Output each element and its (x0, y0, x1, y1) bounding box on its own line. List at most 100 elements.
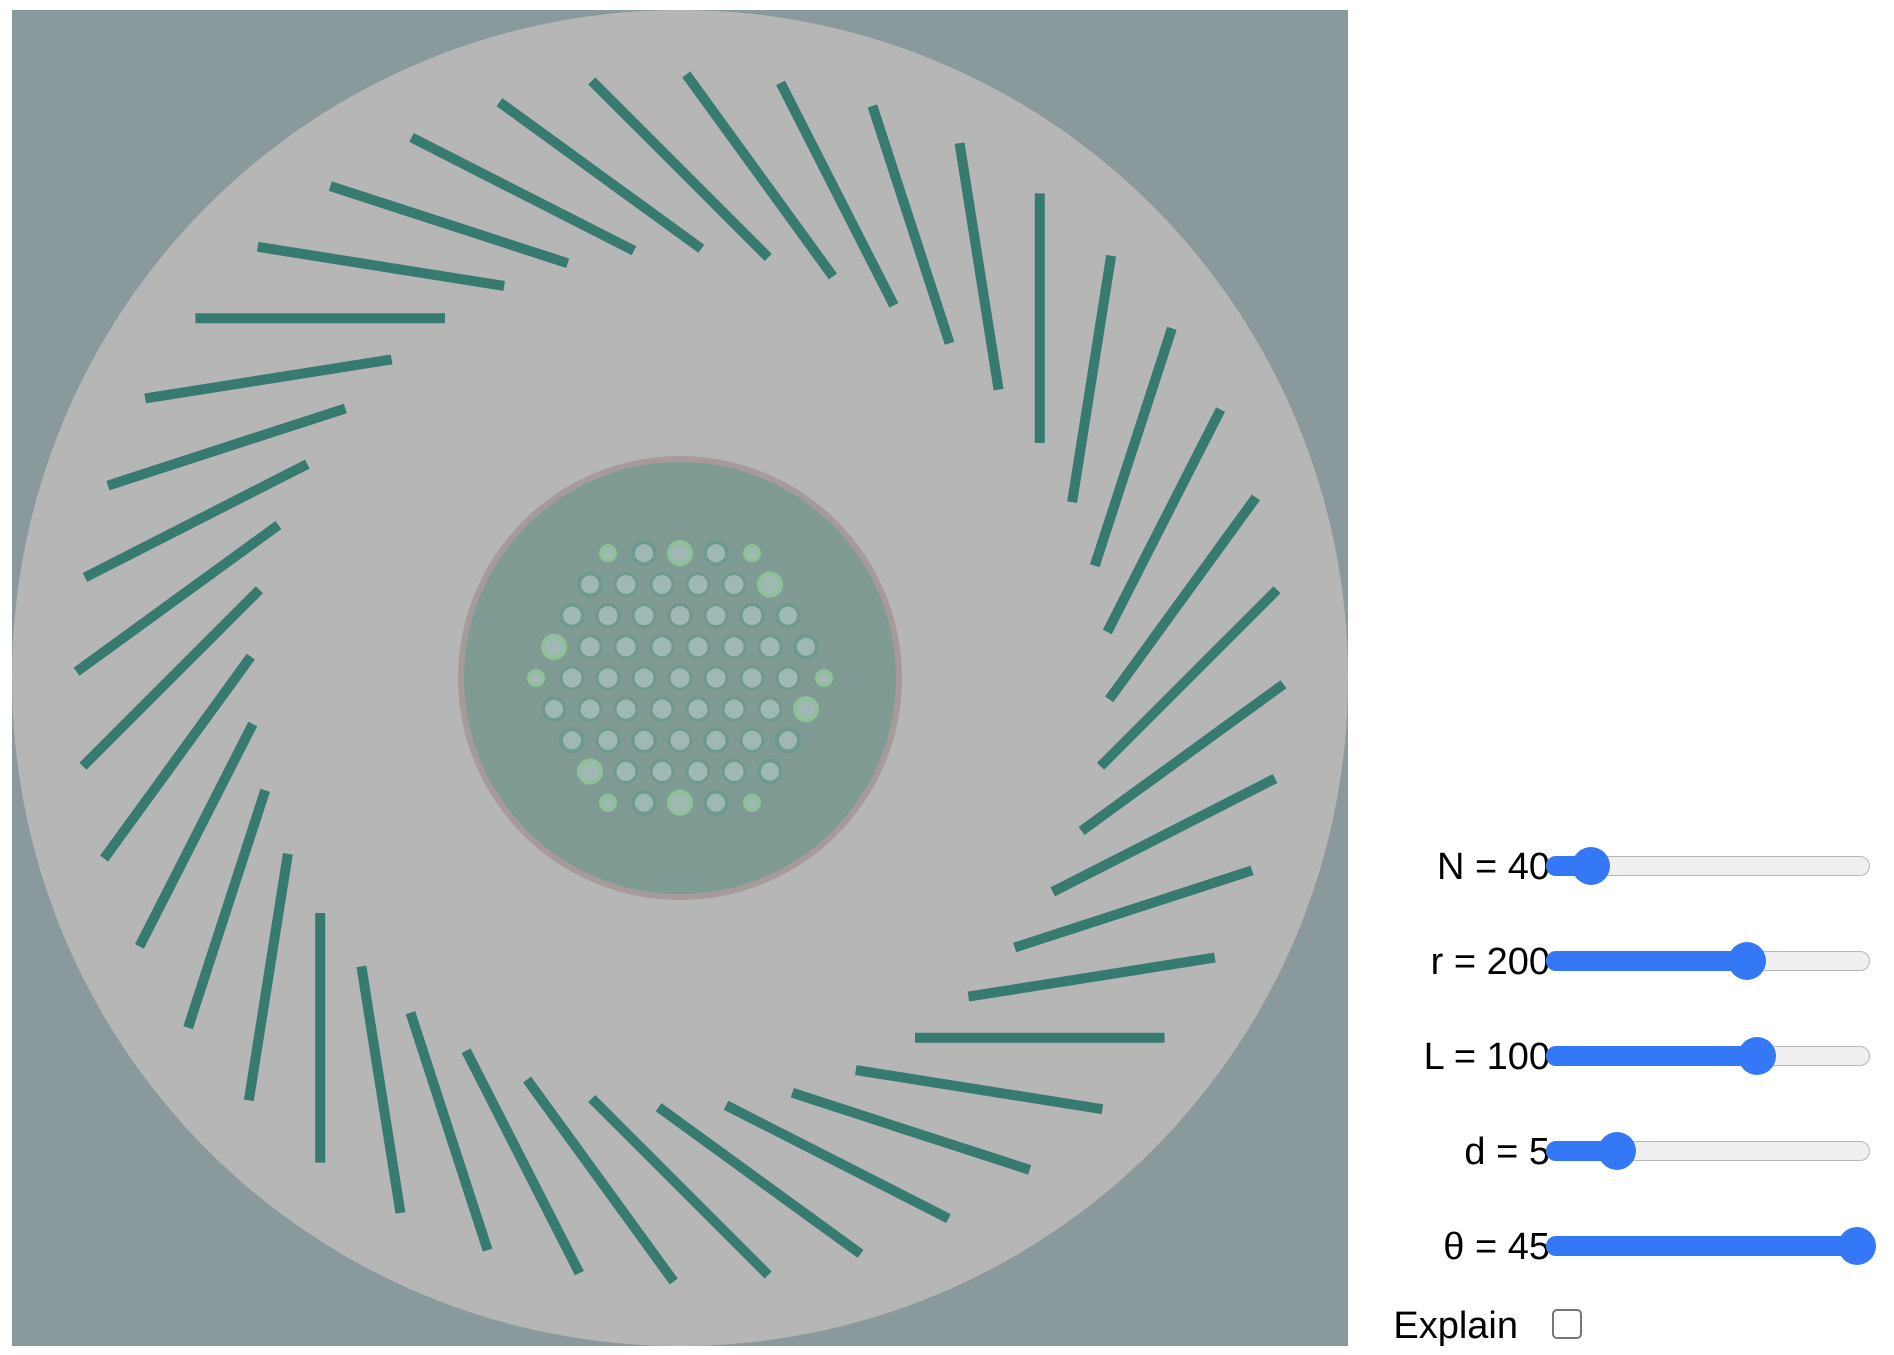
dot-43 (559, 727, 585, 754)
bar-0 (588, 77, 772, 261)
explain-checkbox[interactable] (1552, 1309, 1582, 1339)
bar-7 (1090, 326, 1177, 568)
bar-24 (356, 965, 406, 1214)
r-slider[interactable] (1546, 942, 1870, 980)
dot-8 (685, 571, 711, 597)
bar-4 (954, 142, 1004, 391)
bar-34 (144, 354, 393, 404)
dot-9 (721, 571, 747, 597)
dot-42 (793, 696, 819, 723)
dot-11 (559, 602, 585, 629)
dot-32 (739, 665, 765, 691)
controls-panel: N = 40 r = 200 L = 100 d = 5 θ = 45 (1370, 0, 1880, 1348)
dot-27 (559, 665, 585, 691)
theta-slider[interactable] (1546, 1227, 1877, 1265)
dot-35 (541, 696, 567, 723)
bar-27 (183, 788, 270, 1030)
dot-10 (757, 571, 783, 598)
bar-28 (134, 721, 258, 949)
l-slider[interactable] (1546, 1037, 1870, 1075)
bar-20 (588, 1095, 772, 1279)
slider-thumb[interactable] (1598, 1132, 1637, 1170)
dot-23 (721, 634, 747, 660)
dot-45 (631, 727, 657, 753)
dot-41 (757, 696, 783, 722)
bar-30 (79, 586, 263, 770)
slider-thumb[interactable] (1838, 1227, 1877, 1265)
dot-22 (685, 634, 711, 660)
bar-32 (82, 459, 310, 582)
slider-thumb[interactable] (1727, 942, 1766, 980)
bar-2 (776, 80, 899, 308)
n-label: N = 40 (1436, 846, 1550, 888)
bar-39 (496, 98, 705, 253)
bar-3 (867, 104, 955, 345)
bar-23 (405, 1011, 493, 1252)
dot-29 (631, 665, 657, 691)
n-slider[interactable] (1546, 847, 1870, 885)
dot-30 (667, 665, 693, 691)
dot-55 (757, 758, 783, 785)
dot-13 (631, 603, 657, 629)
slider-fill (1546, 1046, 1757, 1066)
slider-thumb[interactable] (1737, 1037, 1776, 1075)
dot-38 (649, 696, 675, 722)
bar-31 (73, 521, 282, 676)
dot-49 (775, 727, 801, 754)
dot-33 (775, 665, 801, 691)
dot-26 (527, 669, 545, 687)
dot-24 (757, 634, 783, 660)
dot-28 (595, 665, 621, 691)
bar-19 (655, 1103, 864, 1258)
l-label: L = 100 (1423, 1036, 1550, 1078)
bar-1 (682, 71, 837, 280)
bar-10 (1097, 586, 1281, 770)
bar-8 (1102, 407, 1226, 635)
center-dot-pattern (527, 540, 833, 816)
dot-12 (595, 603, 621, 629)
bar-16 (855, 1065, 1104, 1115)
dot-50 (577, 758, 603, 785)
d-label: d = 5 (1464, 1131, 1550, 1173)
dot-19 (577, 634, 603, 660)
slider-thumb[interactable] (1572, 847, 1611, 885)
slider-fill (1546, 1236, 1858, 1256)
dot-16 (739, 603, 765, 629)
illusion-canvas (12, 10, 1348, 1346)
bar-18 (723, 1100, 951, 1224)
explain-label: Explain (1393, 1305, 1518, 1347)
dot-46 (667, 727, 693, 753)
dot-59 (703, 789, 729, 816)
dot-3 (703, 540, 729, 567)
rotated-bars-ring (73, 71, 1287, 1285)
dot-25 (793, 633, 819, 660)
dot-31 (703, 665, 729, 691)
dot-5 (577, 571, 603, 598)
dot-54 (721, 759, 747, 785)
dot-36 (577, 696, 603, 722)
d-slider[interactable] (1546, 1132, 1870, 1170)
control-theta: θ = 45 (1370, 1220, 1877, 1270)
theta-label: θ = 45 (1443, 1226, 1550, 1268)
bar-36 (256, 241, 505, 291)
bar-33 (106, 403, 347, 491)
bar-12 (1050, 774, 1278, 897)
bar-29 (100, 653, 255, 862)
dot-34 (815, 669, 833, 687)
bar-22 (461, 1048, 584, 1276)
dot-52 (649, 759, 675, 785)
r-label: r = 200 (1430, 941, 1550, 983)
bar-9 (1105, 494, 1260, 703)
dot-20 (613, 634, 639, 660)
dot-39 (685, 696, 711, 722)
dot-58 (667, 789, 693, 816)
bar-6 (1067, 254, 1117, 503)
dot-56 (599, 793, 617, 812)
control-r: r = 200 (1370, 935, 1870, 985)
bar-14 (967, 952, 1216, 1002)
control-l: L = 100 (1370, 1030, 1870, 1080)
control-d: d = 5 (1370, 1125, 1870, 1175)
dot-48 (739, 727, 765, 753)
bar-13 (1013, 865, 1254, 953)
explain-row: Explain (1370, 1305, 1870, 1355)
